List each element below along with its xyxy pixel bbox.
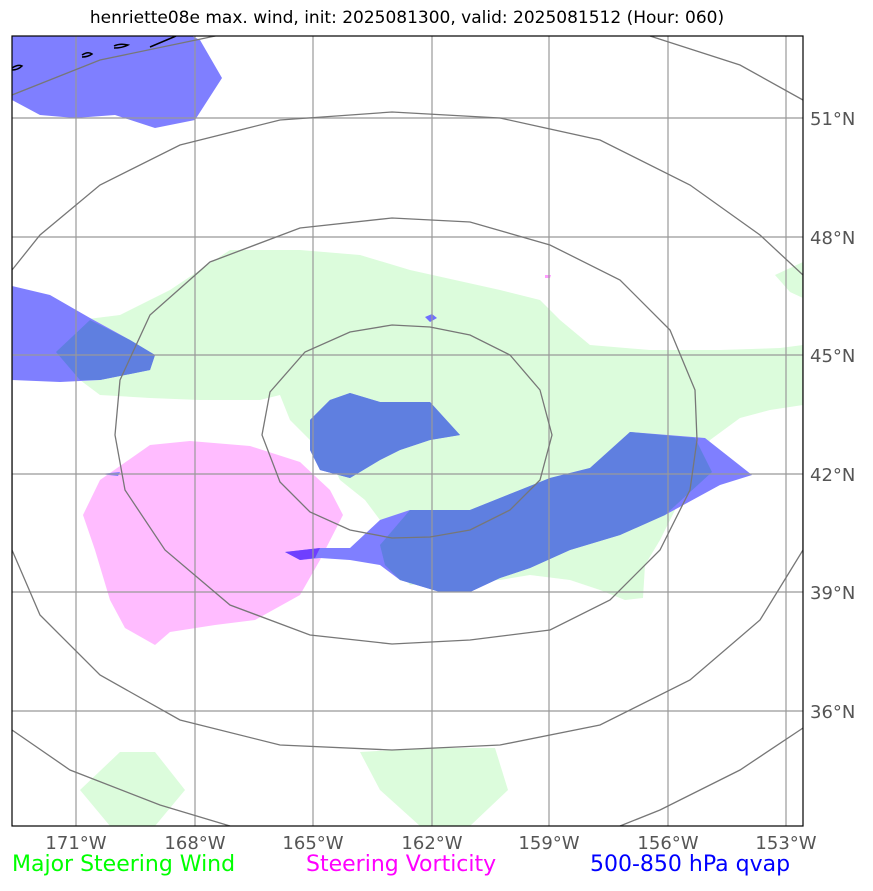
legend-qvap: 500-850 hPa qvap — [590, 852, 791, 877]
lon-label: 165°W — [282, 833, 343, 854]
lon-label: 168°W — [164, 833, 225, 854]
longitude-labels: 171°W 168°W 165°W 162°W 159°W 156°W 153°… — [45, 833, 816, 854]
lon-label: 159°W — [518, 833, 579, 854]
latitude-labels: 51°N 48°N 45°N 42°N 39°N 36°N — [810, 109, 855, 723]
lat-label: 42°N — [810, 465, 855, 486]
map-frame — [11, 35, 804, 827]
lon-label: 171°W — [45, 833, 106, 854]
lat-label: 36°N — [810, 702, 855, 723]
coastline — [12, 36, 177, 71]
lat-label: 39°N — [810, 583, 855, 604]
range-rings — [12, 36, 803, 826]
lon-label: 153°W — [755, 833, 816, 854]
lon-label: 156°W — [637, 833, 698, 854]
overlap-area — [56, 320, 712, 592]
lat-label: 48°N — [810, 228, 855, 249]
legend-steering-wind: Major Steering Wind — [12, 852, 236, 877]
lon-label: 162°W — [401, 833, 462, 854]
legend-steering-vorticity: Steering Vorticity — [306, 852, 497, 877]
lat-label: 51°N — [810, 109, 855, 130]
graticule — [12, 36, 803, 826]
lat-label: 45°N — [810, 346, 855, 367]
map-title: henriette08e max. wind, init: 2025081300… — [89, 8, 725, 28]
